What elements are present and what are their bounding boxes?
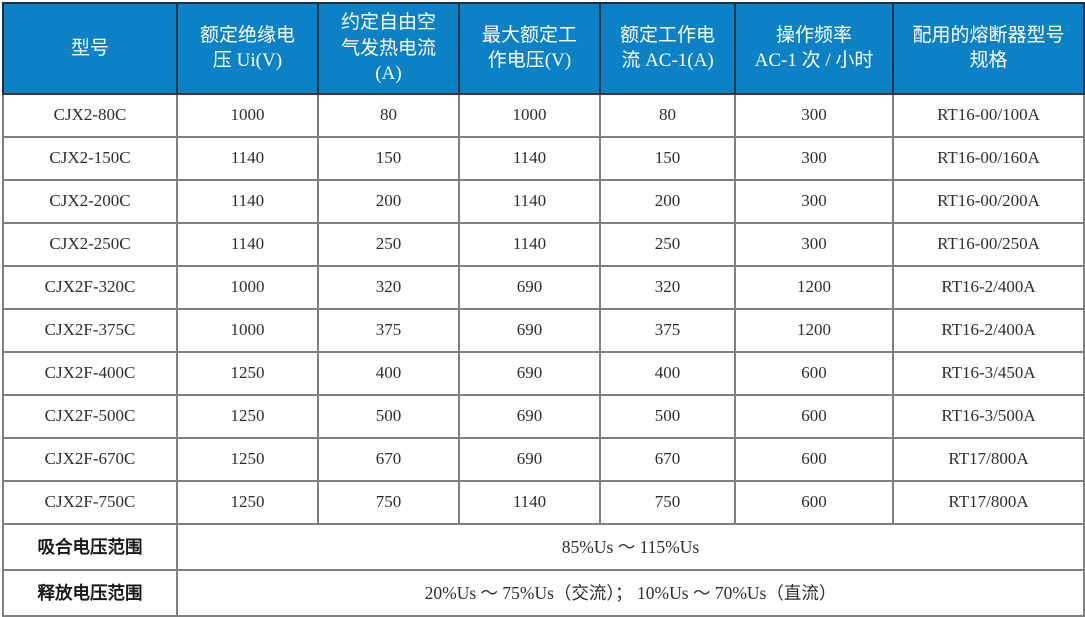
table-cell: 200 xyxy=(317,178,460,224)
table-cell: RT16-00/200A xyxy=(892,178,1085,224)
table-cell: 80 xyxy=(317,92,460,138)
table-cell: 300 xyxy=(734,92,894,138)
model-cell: CJX2-80C xyxy=(2,92,178,138)
footer-label: 释放电压范围 xyxy=(2,568,178,617)
table-cell: 500 xyxy=(599,393,736,439)
table-cell: 320 xyxy=(599,264,736,310)
table-cell: 1000 xyxy=(176,264,319,310)
table-cell: 1250 xyxy=(176,350,319,396)
footer-row-release-voltage: 释放电压范围 20%Us ～ 75%Us（交流）； 10%Us ～ 70%Us（… xyxy=(2,568,1085,617)
table-cell: 670 xyxy=(317,436,460,482)
table-cell: 600 xyxy=(734,350,894,396)
table-cell: 1140 xyxy=(458,221,601,267)
table-row: CJX2F-500C 1250 500 690 500 600 RT16-3/5… xyxy=(2,393,1085,439)
table-cell: 1140 xyxy=(176,178,319,224)
model-cell: CJX2F-750C xyxy=(2,479,178,525)
column-header-insulation-voltage: 额定绝缘电 压 Ui(V) xyxy=(176,2,319,95)
header-row: 型号 额定绝缘电 压 Ui(V) 约定自由空 气发热电流 (A) 最大额定工 作… xyxy=(2,2,1085,95)
table-cell: 80 xyxy=(599,92,736,138)
table-cell: 300 xyxy=(734,221,894,267)
table-cell: 670 xyxy=(599,436,736,482)
table-cell: 1140 xyxy=(458,479,601,525)
table-cell: 1140 xyxy=(176,135,319,181)
table-cell: 1140 xyxy=(458,178,601,224)
model-cell: CJX2F-320C xyxy=(2,264,178,310)
table-cell: 600 xyxy=(734,436,894,482)
table-cell: 1000 xyxy=(176,307,319,353)
table-row: CJX2-80C 1000 80 1000 80 300 RT16-00/100… xyxy=(2,92,1085,138)
table-row: CJX2F-320C 1000 320 690 320 1200 RT16-2/… xyxy=(2,264,1085,310)
footer-value: 20%Us ～ 75%Us（交流）； 10%Us ～ 70%Us（直流） xyxy=(176,568,1085,617)
table-cell: 1250 xyxy=(176,479,319,525)
table-cell: 750 xyxy=(599,479,736,525)
model-cell: CJX2F-375C xyxy=(2,307,178,353)
model-cell: CJX2-150C xyxy=(2,135,178,181)
table-cell: RT16-3/450A xyxy=(892,350,1085,396)
table-cell: 690 xyxy=(458,264,601,310)
table-cell: 400 xyxy=(317,350,460,396)
table-row: CJX2F-375C 1000 375 690 375 1200 RT16-2/… xyxy=(2,307,1085,353)
table-row: CJX2F-750C 1250 750 1140 750 600 RT17/80… xyxy=(2,479,1085,525)
column-header-operating-frequency: 操作频率 AC-1 次 / 小时 xyxy=(734,2,894,95)
table-cell: RT17/800A xyxy=(892,479,1085,525)
table-cell: 1140 xyxy=(458,135,601,181)
table-cell: 1140 xyxy=(176,221,319,267)
table-cell: 1200 xyxy=(734,307,894,353)
table-cell: 1250 xyxy=(176,436,319,482)
table-cell: 600 xyxy=(734,393,894,439)
table-cell: 1200 xyxy=(734,264,894,310)
table-cell: 250 xyxy=(599,221,736,267)
column-header-rated-current: 额定工作电 流 AC-1(A) xyxy=(599,2,736,95)
table-cell: RT16-00/100A xyxy=(892,92,1085,138)
footer-row-pickup-voltage: 吸合电压范围 85%Us ～ 115%Us xyxy=(2,522,1085,571)
table-row: CJX2F-400C 1250 400 690 400 600 RT16-3/4… xyxy=(2,350,1085,396)
table-cell: 1000 xyxy=(458,92,601,138)
table-cell: 690 xyxy=(458,350,601,396)
model-cell: CJX2F-400C xyxy=(2,350,178,396)
model-cell: CJX2F-500C xyxy=(2,393,178,439)
column-header-fuse-spec: 配用的熔断器型号 规格 xyxy=(892,2,1085,95)
table-cell: 1250 xyxy=(176,393,319,439)
table-cell: 300 xyxy=(734,178,894,224)
table-cell: 690 xyxy=(458,436,601,482)
table-cell: 320 xyxy=(317,264,460,310)
table-cell: RT16-00/250A xyxy=(892,221,1085,267)
table-cell: RT16-00/160A xyxy=(892,135,1085,181)
table-cell: 150 xyxy=(317,135,460,181)
table-cell: 750 xyxy=(317,479,460,525)
table-cell: 200 xyxy=(599,178,736,224)
footer-value: 85%Us ～ 115%Us xyxy=(176,522,1085,571)
table-cell: 400 xyxy=(599,350,736,396)
table-cell: RT16-2/400A xyxy=(892,264,1085,310)
table-cell: 690 xyxy=(458,307,601,353)
model-cell: CJX2F-670C xyxy=(2,436,178,482)
column-header-max-voltage: 最大额定工 作电压(V) xyxy=(458,2,601,95)
table-cell: 600 xyxy=(734,479,894,525)
table-row: CJX2-200C 1140 200 1140 200 300 RT16-00/… xyxy=(2,178,1085,224)
table-cell: 375 xyxy=(599,307,736,353)
table-cell: 150 xyxy=(599,135,736,181)
table-cell: 1000 xyxy=(176,92,319,138)
table-cell: 375 xyxy=(317,307,460,353)
model-cell: CJX2-200C xyxy=(2,178,178,224)
table-cell: 500 xyxy=(317,393,460,439)
table-cell: RT16-3/500A xyxy=(892,393,1085,439)
table-cell: 250 xyxy=(317,221,460,267)
column-header-model: 型号 xyxy=(2,2,178,95)
footer-label: 吸合电压范围 xyxy=(2,522,178,571)
column-header-thermal-current: 约定自由空 气发热电流 (A) xyxy=(317,2,460,95)
table-row: CJX2F-670C 1250 670 690 670 600 RT17/800… xyxy=(2,436,1085,482)
table-cell: 300 xyxy=(734,135,894,181)
table-cell: RT16-2/400A xyxy=(892,307,1085,353)
table-row: CJX2-250C 1140 250 1140 250 300 RT16-00/… xyxy=(2,221,1085,267)
table-cell: RT17/800A xyxy=(892,436,1085,482)
table-row: CJX2-150C 1140 150 1140 150 300 RT16-00/… xyxy=(2,135,1085,181)
model-cell: CJX2-250C xyxy=(2,221,178,267)
table-cell: 690 xyxy=(458,393,601,439)
